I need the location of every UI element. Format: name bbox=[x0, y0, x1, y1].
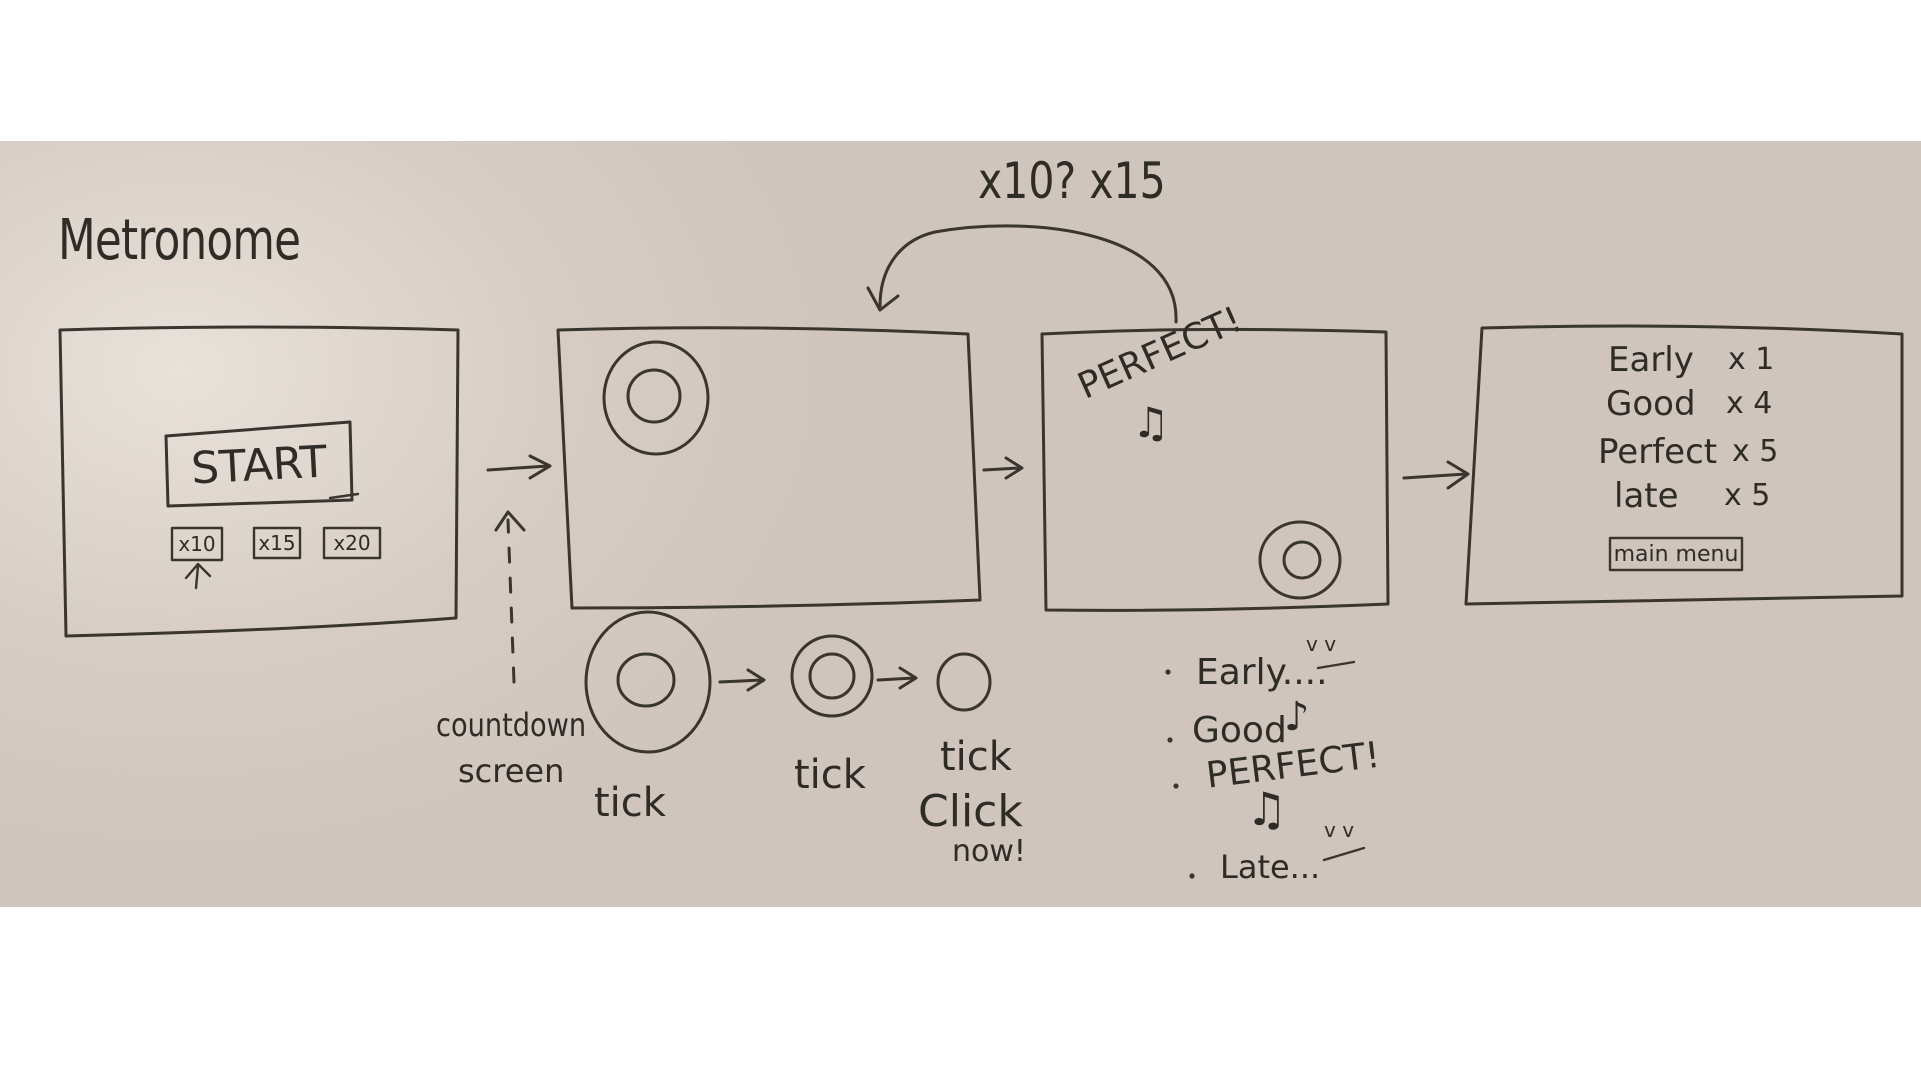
feedback-type-good: Good bbox=[1192, 710, 1287, 751]
bullet-perfect bbox=[1173, 783, 1179, 789]
option-box-x10 bbox=[170, 526, 224, 562]
arrow-game-to-feedback bbox=[982, 456, 1024, 480]
sketch-paper bbox=[0, 141, 1921, 907]
feedback-type-late-label: Late bbox=[1220, 848, 1290, 886]
start-button[interactable]: START bbox=[189, 435, 329, 495]
selection-arrow bbox=[184, 562, 212, 590]
main-menu-box bbox=[1608, 536, 1744, 572]
countdown-circle-big-inner bbox=[616, 652, 676, 708]
feedback-type-perfect-note-icon: ♫ bbox=[1246, 782, 1288, 836]
feedback-type-good-label: Good bbox=[1192, 710, 1287, 751]
feedback-target-inner bbox=[1282, 540, 1322, 580]
option-x15[interactable]: x15 bbox=[258, 531, 296, 555]
arrow-start-to-game bbox=[486, 454, 552, 480]
option-box-x20 bbox=[322, 526, 382, 560]
feedback-type-late: Late... bbox=[1220, 848, 1320, 886]
loop-arrow bbox=[878, 224, 1178, 324]
main-menu-button[interactable]: main menu bbox=[1613, 541, 1739, 567]
tick-label-2: tick bbox=[794, 752, 866, 798]
click-now-line1: Click bbox=[918, 786, 1023, 837]
target-outer bbox=[602, 340, 710, 456]
result-label-late: late bbox=[1614, 476, 1679, 516]
bullet-late bbox=[1189, 873, 1195, 879]
loop-label: x10? x15 bbox=[978, 152, 1166, 210]
result-count-perfect: x 5 bbox=[1732, 434, 1779, 469]
countdown-circle-mid-outer bbox=[790, 634, 874, 718]
game-screen-frame bbox=[556, 326, 982, 610]
countdown-dashed-arrow bbox=[506, 518, 516, 684]
start-button-box bbox=[164, 420, 354, 508]
option-box-x15 bbox=[252, 526, 302, 560]
countdown-label-line2: screen bbox=[458, 752, 565, 790]
result-label-good: Good bbox=[1606, 384, 1696, 424]
feedback-type-good-note-icon: ♪ bbox=[1284, 694, 1310, 740]
feedback-type-late-dots: ... bbox=[1289, 848, 1321, 886]
option-x10[interactable]: x10 bbox=[178, 532, 216, 556]
result-label-perfect: Perfect bbox=[1598, 432, 1718, 472]
countdown-circle-small bbox=[936, 652, 992, 712]
feedback-type-early-mark: v v bbox=[1306, 632, 1337, 656]
feedback-type-early-dots: .... bbox=[1281, 652, 1328, 693]
feedback-music-note-icon: ♫ bbox=[1132, 398, 1170, 447]
underline-early bbox=[1316, 660, 1356, 670]
diagram-title: Metronome bbox=[58, 208, 301, 273]
underline-late bbox=[1322, 846, 1366, 862]
feedback-type-late-mark: v v bbox=[1324, 818, 1355, 842]
result-count-early: x 1 bbox=[1728, 342, 1775, 377]
start-screen-frame bbox=[58, 325, 460, 638]
countdown-arrow-2 bbox=[876, 666, 918, 690]
target-inner bbox=[626, 368, 682, 424]
result-count-late: x 5 bbox=[1724, 478, 1771, 513]
click-now-line2: now! bbox=[952, 834, 1026, 869]
countdown-circle-big-outer bbox=[584, 610, 712, 754]
result-label-early: Early bbox=[1608, 340, 1694, 380]
bullet-good bbox=[1167, 737, 1173, 743]
arrow-feedback-to-results bbox=[1402, 460, 1470, 490]
feedback-screen-frame bbox=[1040, 327, 1390, 612]
feedback-type-early-label: Early bbox=[1196, 652, 1282, 693]
results-screen-frame bbox=[1464, 324, 1904, 606]
countdown-arrow-1 bbox=[718, 668, 766, 692]
tick-label-1: tick bbox=[594, 780, 666, 826]
countdown-circle-mid-inner bbox=[808, 652, 856, 700]
countdown-label-line1: countdown bbox=[436, 706, 587, 744]
tick-label-3: tick bbox=[940, 734, 1012, 780]
feedback-type-early: Early.... bbox=[1196, 652, 1328, 693]
result-count-good: x 4 bbox=[1726, 386, 1773, 421]
feedback-target-outer bbox=[1258, 520, 1342, 600]
option-x20[interactable]: x20 bbox=[333, 531, 371, 555]
bullet-early bbox=[1165, 669, 1171, 675]
